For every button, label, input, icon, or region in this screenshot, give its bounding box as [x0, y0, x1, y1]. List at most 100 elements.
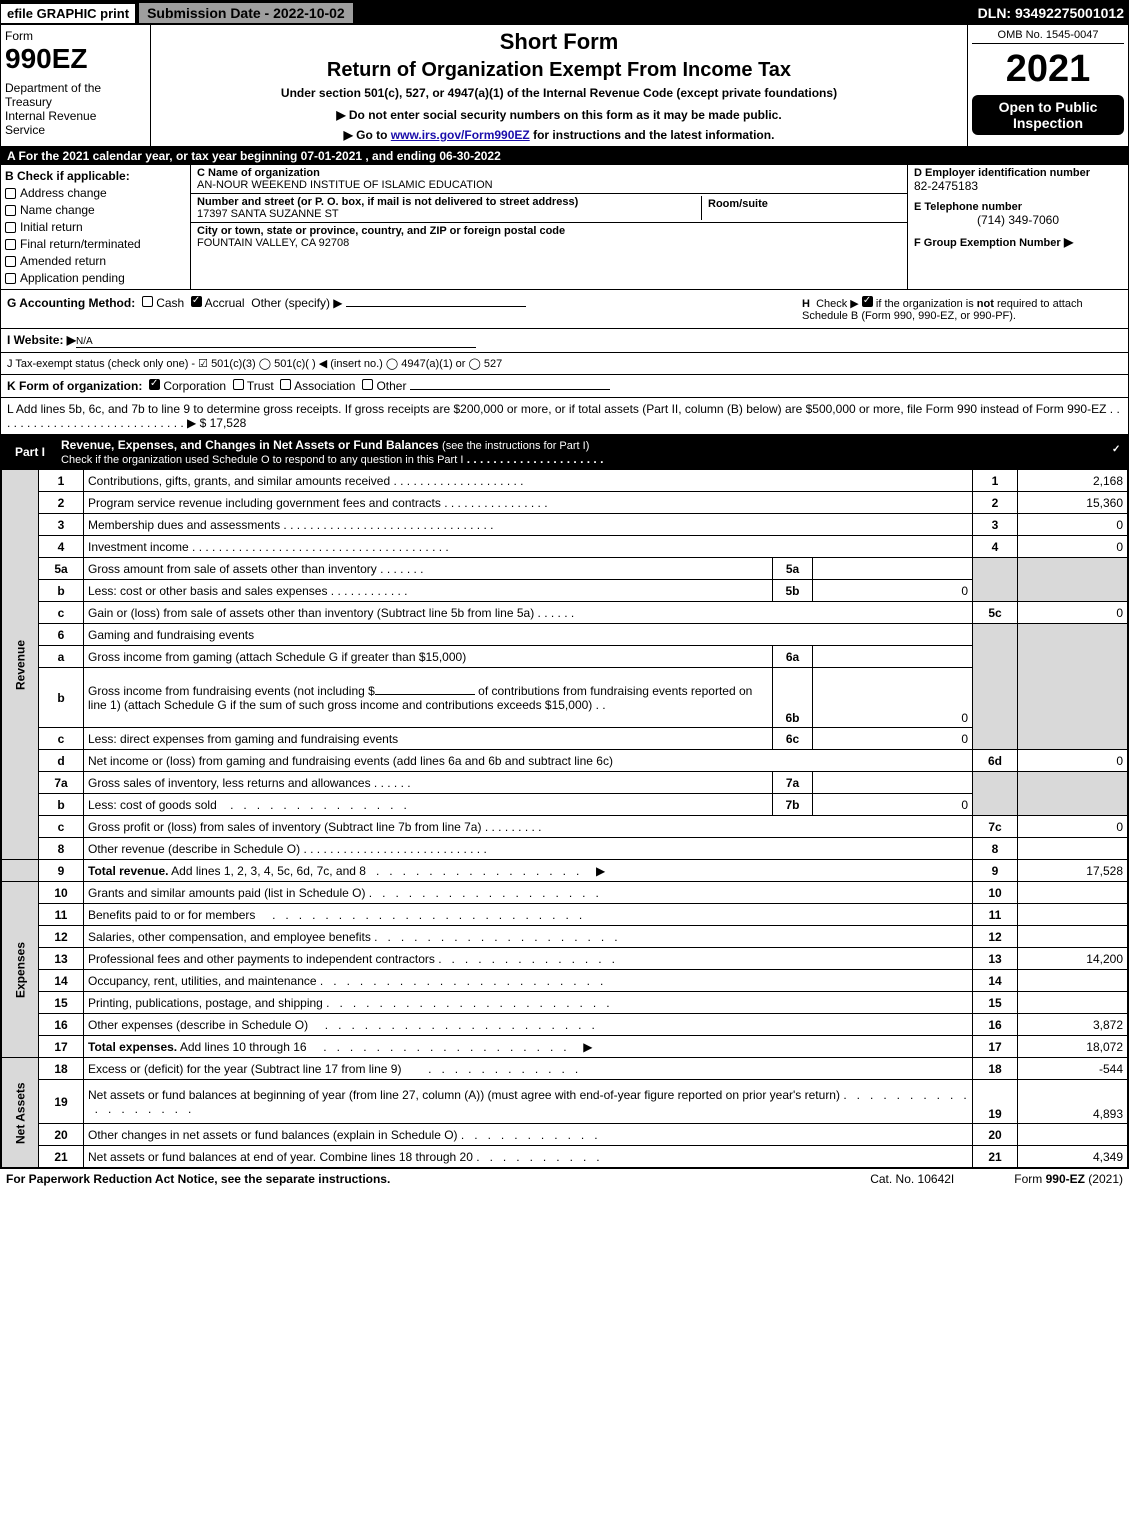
- form-subtitle: Under section 501(c), 527, or 4947(a)(1)…: [155, 86, 963, 100]
- line3-value: 0: [1018, 514, 1128, 536]
- line19-value: 4,893: [1018, 1080, 1128, 1124]
- table-row: b Less: cost or other basis and sales ex…: [2, 580, 1128, 602]
- part1-table: Revenue 1 Contributions, gifts, grants, …: [1, 469, 1128, 1168]
- checkbox-icon[interactable]: [233, 379, 244, 390]
- short-form-title: Short Form: [155, 29, 963, 55]
- line18-value: -544: [1018, 1058, 1128, 1080]
- table-row: 2 Program service revenue including gove…: [2, 492, 1128, 514]
- dept-label: Department of theTreasuryInternal Revenu…: [5, 81, 146, 137]
- chk-amended-return[interactable]: Amended return: [5, 254, 186, 268]
- chk-name-change[interactable]: Name change: [5, 203, 186, 217]
- checkbox-icon: [5, 256, 16, 267]
- ein-label: D Employer identification number: [914, 167, 1122, 179]
- line7b-value: 0: [813, 794, 973, 816]
- street-label: Number and street (or P. O. box, if mail…: [197, 196, 578, 208]
- org-name-label: C Name of organization: [197, 167, 320, 179]
- part1-label: Part I: [7, 445, 53, 459]
- table-row: b Less: cost of goods sold . . . . . . .…: [2, 794, 1128, 816]
- table-row: 8 Other revenue (describe in Schedule O)…: [2, 838, 1128, 860]
- website-value: N/A: [76, 336, 476, 348]
- form-word: Form: [5, 29, 146, 43]
- net-assets-label: Net Assets: [2, 1058, 39, 1168]
- room-label: Room/suite: [708, 198, 768, 210]
- table-row: 21 Net assets or fund balances at end of…: [2, 1146, 1128, 1168]
- row-g-h: G Accounting Method: Cash Accrual Other …: [1, 290, 1128, 329]
- line1-value: 2,168: [1018, 470, 1128, 492]
- checkbox-checked-icon[interactable]: [862, 296, 873, 307]
- table-row: 13 Professional fees and other payments …: [2, 948, 1128, 970]
- checkbox-icon: [5, 205, 16, 216]
- tel-label: E Telephone number: [914, 201, 1122, 213]
- section-b: B Check if applicable: Address change Na…: [1, 165, 191, 289]
- omb-number: OMB No. 1545-0047: [972, 29, 1124, 44]
- row-a: A For the 2021 calendar year, or tax yea…: [1, 147, 1128, 165]
- checkbox-icon[interactable]: [142, 296, 153, 307]
- table-row: c Gain or (loss) from sale of assets oth…: [2, 602, 1128, 624]
- checkbox-checked-icon[interactable]: [191, 296, 202, 307]
- table-row: c Gross profit or (loss) from sales of i…: [2, 816, 1128, 838]
- open-public-badge: Open to Public Inspection: [972, 95, 1124, 135]
- org-name-value: AN-NOUR WEEKEND INSTITUE OF ISLAMIC EDUC…: [197, 179, 493, 191]
- line5b-value: 0: [813, 580, 973, 602]
- chk-initial-return[interactable]: Initial return: [5, 220, 186, 234]
- footer: For Paperwork Reduction Act Notice, see …: [0, 1169, 1129, 1189]
- footer-right: Form 990-EZ (2021): [1014, 1172, 1123, 1186]
- line21-value: 4,349: [1018, 1146, 1128, 1168]
- submission-date: Submission Date - 2022-10-02: [139, 3, 353, 23]
- table-row: 17 Total expenses. Add lines 10 through …: [2, 1036, 1128, 1058]
- header-center: Short Form Return of Organization Exempt…: [151, 25, 968, 146]
- checkbox-checked-icon[interactable]: [149, 379, 160, 390]
- info-block: B Check if applicable: Address change Na…: [1, 165, 1128, 290]
- header-left: Form 990EZ Department of theTreasuryInte…: [1, 25, 151, 146]
- line7c-value: 0: [1018, 816, 1128, 838]
- table-row: c Less: direct expenses from gaming and …: [2, 728, 1128, 750]
- chk-address-change[interactable]: Address change: [5, 186, 186, 200]
- efile-label[interactable]: efile GRAPHIC print: [1, 4, 135, 23]
- footer-left: For Paperwork Reduction Act Notice, see …: [6, 1172, 390, 1186]
- checkbox-icon: [5, 188, 16, 199]
- row-k: K Form of organization: Corporation Trus…: [1, 375, 1128, 398]
- line16-value: 3,872: [1018, 1014, 1128, 1036]
- top-bar: efile GRAPHIC print Submission Date - 20…: [1, 1, 1128, 25]
- line2-value: 15,360: [1018, 492, 1128, 514]
- line9-value: 17,528: [1018, 860, 1128, 882]
- line5c-value: 0: [1018, 602, 1128, 624]
- irs-link[interactable]: www.irs.gov/Form990EZ: [391, 128, 530, 142]
- table-row: 19 Net assets or fund balances at beginn…: [2, 1080, 1128, 1124]
- form-number: 990EZ: [5, 43, 146, 75]
- city-value: FOUNTAIN VALLEY, CA 92708: [197, 237, 349, 249]
- section-c-d: C Name of organization AN-NOUR WEEKEND I…: [191, 165, 1128, 289]
- table-row: 16 Other expenses (describe in Schedule …: [2, 1014, 1128, 1036]
- line6d-value: 0: [1018, 750, 1128, 772]
- table-row: Expenses 10 Grants and similar amounts p…: [2, 882, 1128, 904]
- city-label: City or town, state or province, country…: [197, 225, 565, 237]
- ein-value: 82-2475183: [914, 179, 1122, 193]
- arrow-icon: ▶: [1064, 235, 1073, 249]
- chk-app-pending[interactable]: Application pending: [5, 271, 186, 285]
- table-row: 5a Gross amount from sale of assets othe…: [2, 558, 1128, 580]
- revenue-label: Revenue: [2, 470, 39, 860]
- table-row: a Gross income from gaming (attach Sched…: [2, 646, 1128, 668]
- table-row: 20 Other changes in net assets or fund b…: [2, 1124, 1128, 1146]
- group-label: F Group Exemption Number: [914, 237, 1061, 249]
- line13-value: 14,200: [1018, 948, 1128, 970]
- checkbox-icon: [5, 239, 16, 250]
- row-h: H Check ▶ if the organization is not req…: [802, 296, 1122, 322]
- chk-final-return[interactable]: Final return/terminated: [5, 237, 186, 251]
- part1-title: Revenue, Expenses, and Changes in Net As…: [61, 438, 603, 466]
- checkbox-icon[interactable]: [280, 379, 291, 390]
- table-row: 6 Gaming and fundraising events: [2, 624, 1128, 646]
- checkbox-icon: [5, 273, 16, 284]
- table-row: 15 Printing, publications, postage, and …: [2, 992, 1128, 1014]
- table-row: 4 Investment income . . . . . . . . . . …: [2, 536, 1128, 558]
- part1-header: Part I Revenue, Expenses, and Changes in…: [1, 435, 1128, 469]
- section-c: C Name of organization AN-NOUR WEEKEND I…: [191, 165, 908, 289]
- header-right: OMB No. 1545-0047 2021 Open to Public In…: [968, 25, 1128, 146]
- footer-cat: Cat. No. 10642I: [870, 1172, 954, 1186]
- checkbox-icon[interactable]: [362, 379, 373, 390]
- checkbox-checked-icon[interactable]: [1111, 445, 1122, 456]
- goto-line: ▶ Go to www.irs.gov/Form990EZ for instru…: [155, 128, 963, 142]
- table-row: 7a Gross sales of inventory, less return…: [2, 772, 1128, 794]
- form-container: efile GRAPHIC print Submission Date - 20…: [0, 0, 1129, 1169]
- line17-value: 18,072: [1018, 1036, 1128, 1058]
